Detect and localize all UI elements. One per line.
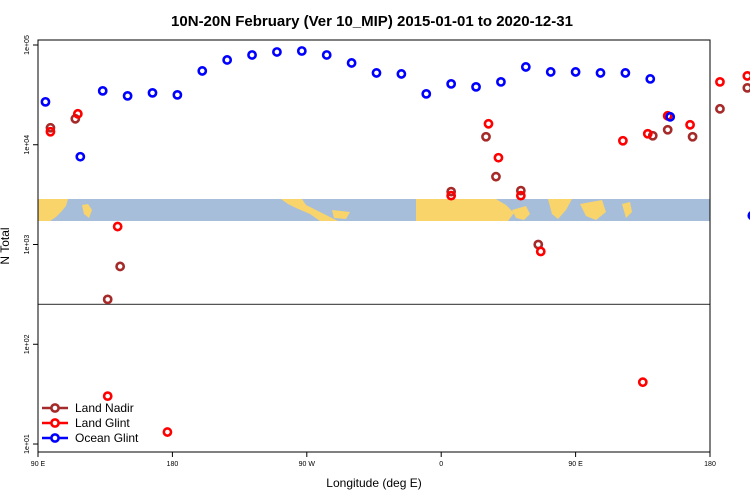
x-tick-label: 180 bbox=[704, 461, 716, 468]
ocean-glint-point bbox=[222, 55, 233, 65]
ocean-glint-point bbox=[496, 76, 506, 87]
land-glint-point bbox=[742, 71, 750, 81]
ocean-glint-point bbox=[645, 74, 656, 84]
ocean-glint-point bbox=[396, 69, 407, 79]
land-nadir-point bbox=[515, 185, 526, 196]
legend-marker bbox=[50, 403, 60, 413]
ocean-glint-point bbox=[40, 96, 51, 107]
ocean-glint-point bbox=[247, 50, 257, 60]
x-tick-label: 90 W bbox=[299, 461, 316, 468]
ocean-glint-point bbox=[75, 151, 86, 162]
map-ocean bbox=[38, 199, 710, 221]
ocean-glint-point bbox=[446, 78, 457, 89]
x-axis-label: Longitude (deg E) bbox=[326, 476, 421, 490]
ocean-glint-point bbox=[421, 88, 432, 99]
land-glint-point bbox=[637, 377, 648, 388]
ocean-glint-point bbox=[545, 67, 556, 77]
land-glint-point bbox=[72, 108, 83, 119]
x-tick-label: 180 bbox=[167, 461, 179, 468]
legend-item-ocean-glint: Ocean Glint bbox=[42, 431, 139, 445]
ocean-glint-point bbox=[595, 68, 606, 78]
legend-item-land-nadir: Land Nadir bbox=[42, 401, 134, 415]
land-nadir-point bbox=[491, 171, 501, 182]
legend-label: Land Nadir bbox=[75, 401, 134, 415]
chart-title: 10N-20N February (Ver 10_MIP) 2015-01-01… bbox=[171, 13, 573, 30]
legend-marker bbox=[50, 433, 60, 443]
ocean-glint-point bbox=[520, 62, 531, 72]
land-glint-point bbox=[483, 118, 494, 129]
land-glint-point bbox=[493, 152, 504, 163]
x-tick-label: 0 bbox=[439, 461, 443, 468]
land-glint-point bbox=[685, 119, 695, 130]
ocean-glint-point bbox=[172, 89, 183, 100]
y-tick-label: 1e+03 bbox=[24, 235, 31, 255]
ocean-glint-point bbox=[122, 90, 133, 101]
ocean-glint-point bbox=[371, 68, 382, 78]
ocean-glint-point bbox=[321, 50, 332, 60]
ocean-glint-point bbox=[620, 68, 631, 78]
x-tick-label: 90 E bbox=[31, 461, 46, 468]
y-tick-label: 1e+04 bbox=[24, 135, 31, 155]
land-nadir-point bbox=[687, 131, 698, 142]
y-axis-label: N Total bbox=[0, 227, 12, 264]
legend-item-land-glint: Land Glint bbox=[42, 416, 130, 430]
land-nadir-point bbox=[45, 122, 56, 133]
ocean-glint-point bbox=[747, 211, 750, 220]
land-glint-point bbox=[617, 135, 628, 146]
x-axis-ticks: 90 E 180 90 W 0 90 E 180 bbox=[31, 452, 716, 468]
ocean-glint-point bbox=[296, 46, 307, 56]
data-points bbox=[40, 46, 750, 437]
ocean-glint-point bbox=[471, 81, 481, 92]
ocean-glint-point bbox=[665, 111, 676, 122]
ocean-glint-point bbox=[272, 47, 282, 57]
land-glint-point bbox=[102, 391, 113, 402]
y-tick-label: 1e+01 bbox=[24, 434, 31, 454]
x-tick-label: 90 E bbox=[568, 461, 583, 468]
ocean-glint-point bbox=[197, 66, 208, 76]
land-nadir-point bbox=[742, 82, 750, 93]
legend-label: Land Glint bbox=[75, 416, 130, 430]
land-glint-point bbox=[446, 190, 457, 201]
land-glint-point bbox=[45, 126, 56, 137]
legend-label: Ocean Glint bbox=[75, 431, 139, 445]
land-nadir-point bbox=[446, 186, 457, 197]
plot-frame bbox=[37, 39, 711, 453]
land-nadir-point bbox=[115, 261, 126, 272]
land-nadir-point bbox=[102, 294, 113, 305]
land-nadir-point bbox=[481, 131, 491, 142]
land-glint-point bbox=[535, 246, 546, 257]
land-glint-point bbox=[112, 221, 123, 232]
land-glint-point bbox=[515, 190, 526, 201]
legend-marker bbox=[50, 418, 60, 428]
y-axis-ticks: 1e+01 1e+02 1e+03 1e+04 1e+05 bbox=[24, 35, 38, 454]
ocean-glint-point bbox=[346, 58, 357, 68]
ocean-glint-point bbox=[97, 85, 108, 96]
land-glint-point bbox=[715, 76, 725, 87]
land-nadir-point bbox=[662, 124, 673, 135]
land-glint-point bbox=[162, 427, 173, 437]
ocean-glint-point bbox=[570, 67, 581, 77]
y-tick-label: 1e+05 bbox=[24, 35, 31, 55]
land-nadir-point bbox=[715, 103, 725, 114]
y-tick-label: 1e+02 bbox=[24, 334, 31, 354]
world-map-strip bbox=[38, 199, 710, 221]
land-glint-point bbox=[642, 128, 653, 139]
map-land bbox=[38, 199, 632, 221]
ocean-glint-point bbox=[147, 87, 158, 98]
